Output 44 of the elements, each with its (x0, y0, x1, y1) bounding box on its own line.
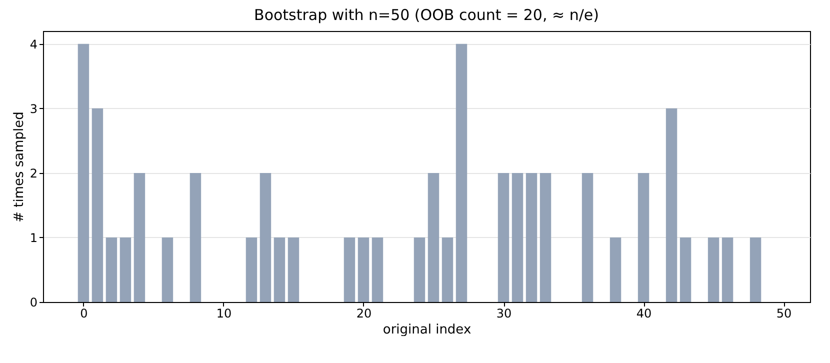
x-tick-label: 50 (776, 306, 792, 320)
y-tick-label: 3 (30, 102, 38, 116)
bar (372, 237, 384, 302)
bar (120, 237, 132, 302)
chart-title: Bootstrap with n=50 (OOB count = 20, ≈ n/e) (254, 6, 599, 24)
x-tick-label: 30 (496, 306, 512, 320)
bar (134, 172, 146, 302)
bar (274, 237, 286, 302)
bar (358, 237, 370, 302)
bar (708, 237, 720, 302)
bar (414, 237, 426, 302)
x-tick-label: 40 (636, 306, 652, 320)
x-tick-label: 20 (356, 306, 372, 320)
bar (750, 237, 762, 302)
bar (260, 172, 272, 302)
bar (428, 172, 440, 302)
x-tick-label: 10 (216, 306, 232, 320)
bar (526, 172, 538, 302)
bar (498, 172, 510, 302)
y-tick-label: 2 (30, 166, 38, 180)
bar (722, 237, 734, 302)
bar (610, 237, 622, 302)
bar (190, 172, 202, 302)
x-tick-label: 0 (80, 306, 88, 320)
bar (442, 237, 454, 302)
x-axis-title: original index (382, 322, 472, 338)
bar (456, 44, 468, 302)
bar (78, 44, 90, 302)
bar (680, 237, 692, 302)
y-tick-label: 4 (30, 37, 38, 52)
bar (638, 172, 650, 302)
y-axis-title: # times sampled (12, 112, 27, 222)
y-tick-label: 0 (30, 296, 38, 310)
bar (162, 237, 174, 302)
bar (540, 172, 552, 302)
bar (582, 172, 594, 302)
bar (246, 237, 258, 302)
bar (92, 108, 104, 302)
bar (288, 237, 300, 302)
bar (344, 237, 356, 302)
bar (512, 172, 524, 302)
bar (106, 237, 118, 302)
y-tick-label: 1 (30, 230, 38, 245)
bar (666, 108, 678, 302)
